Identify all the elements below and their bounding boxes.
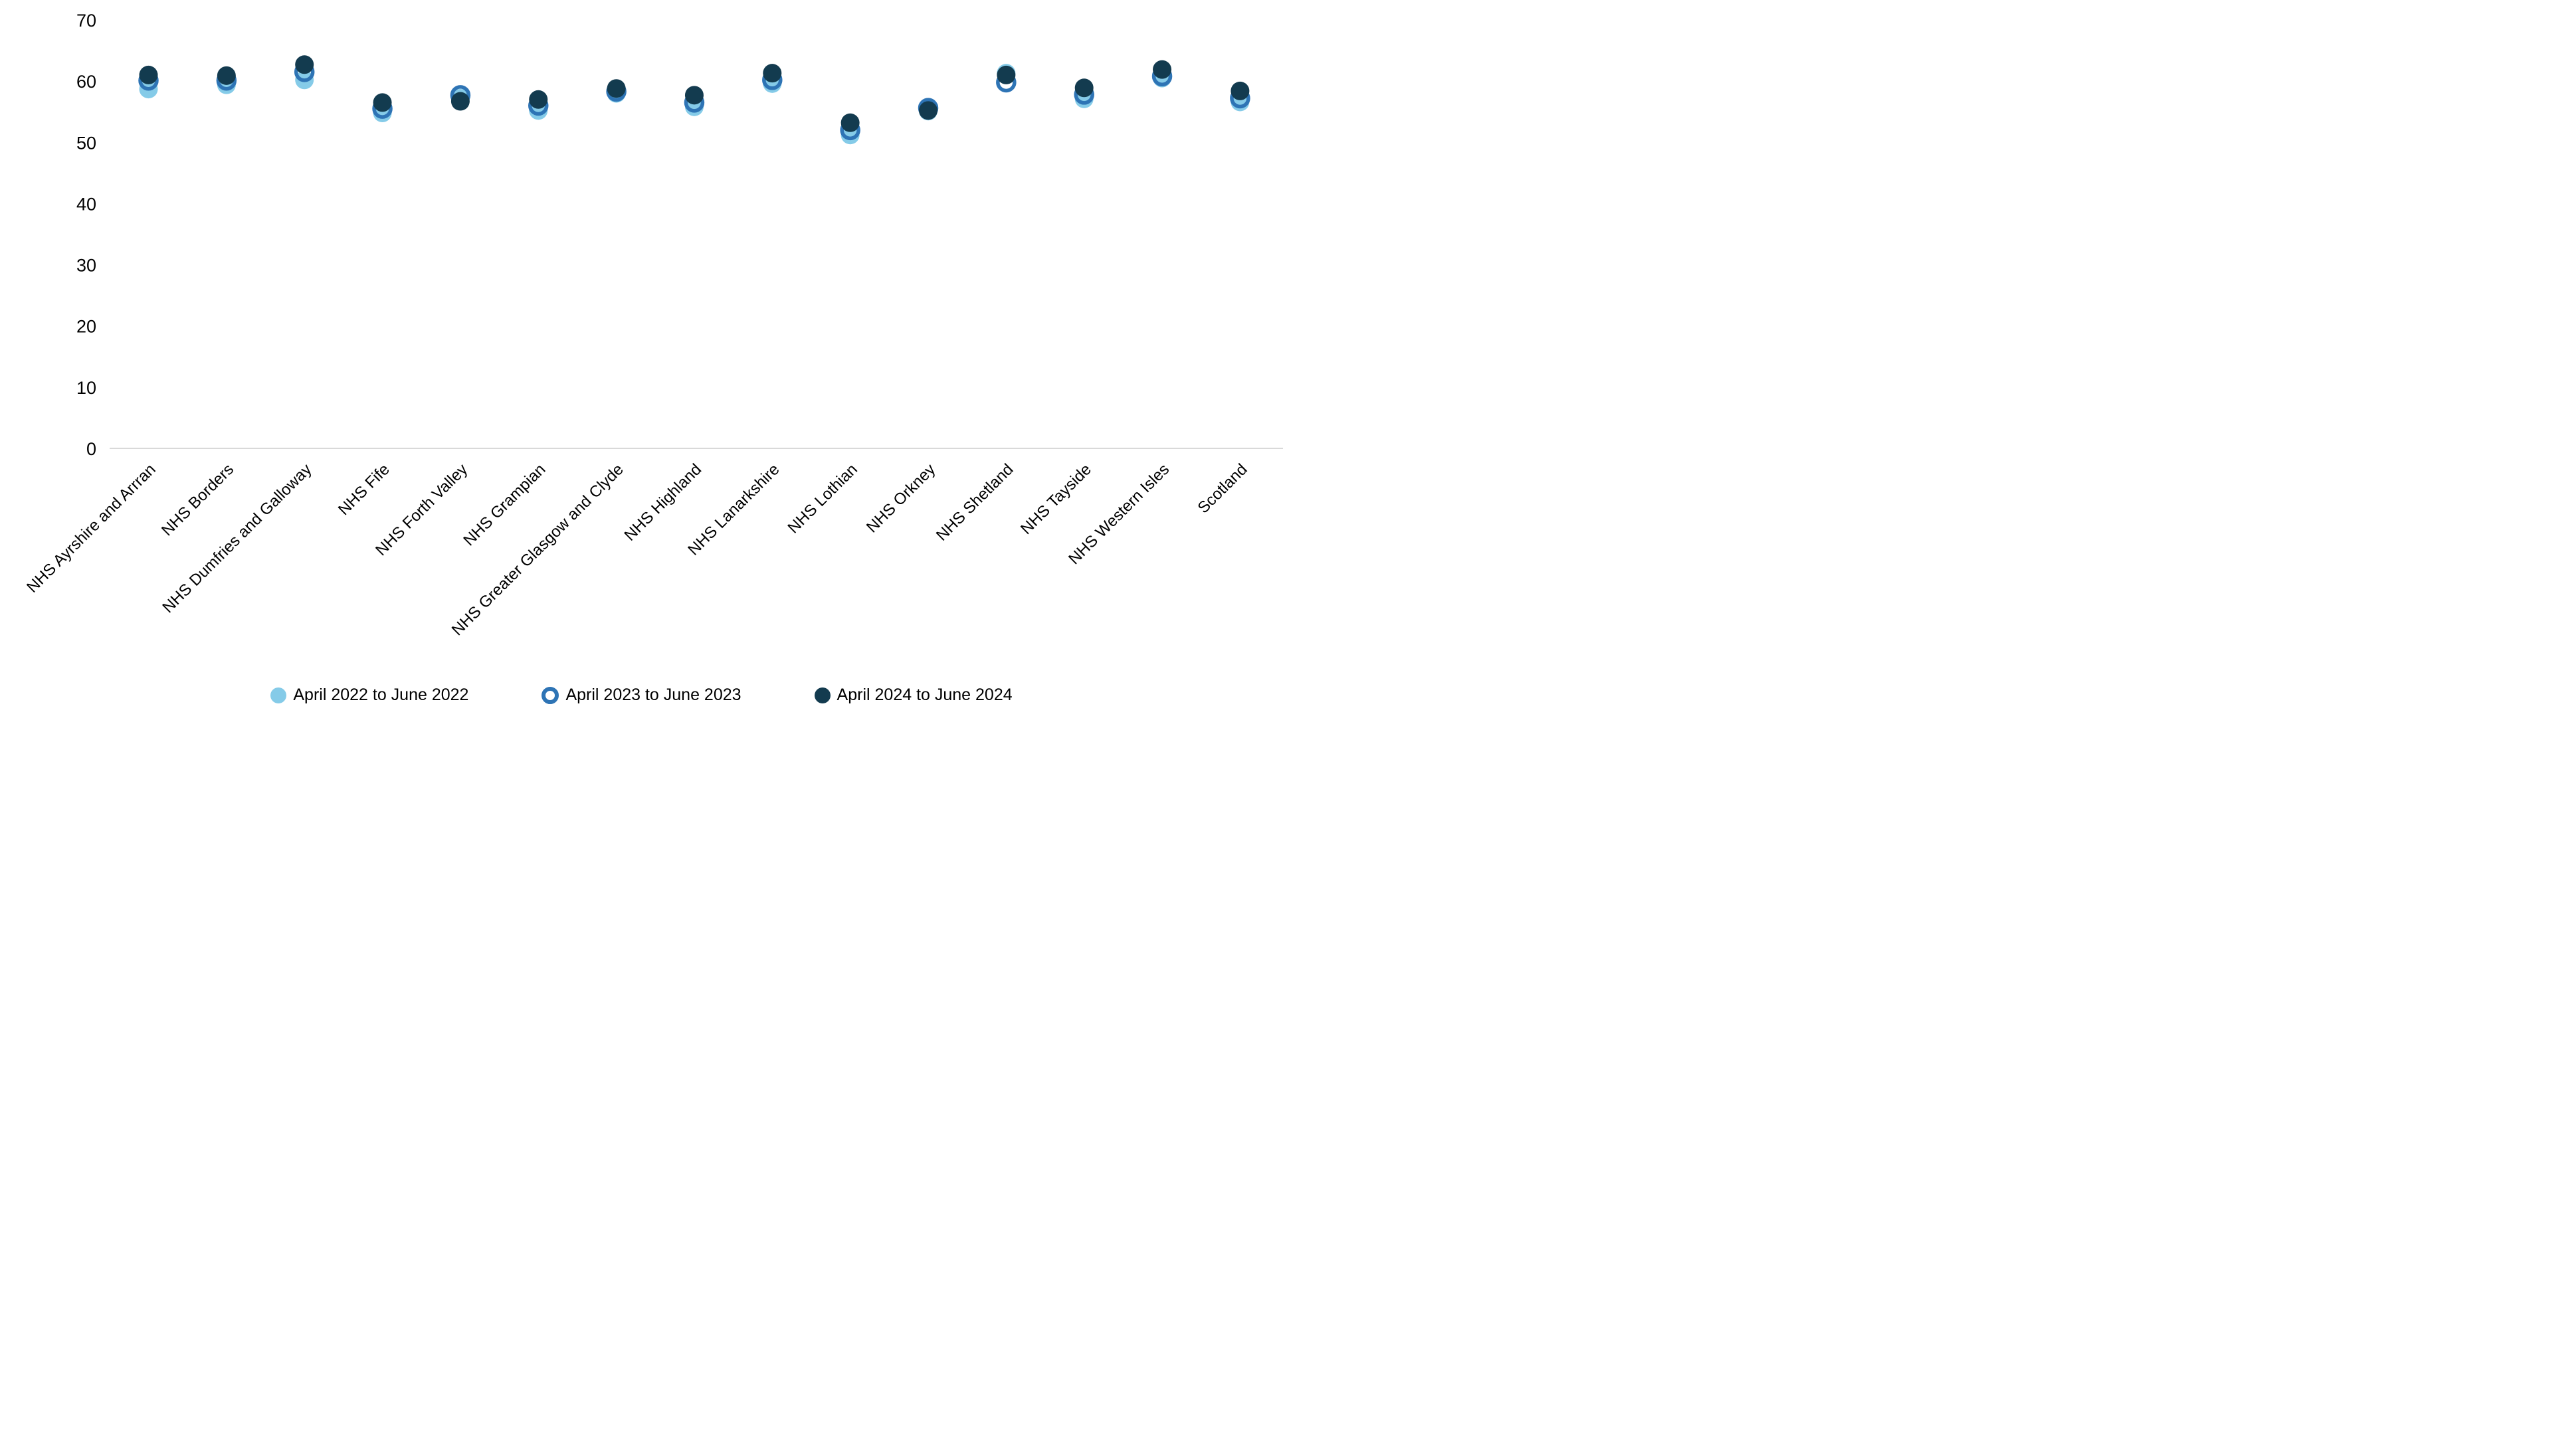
x-axis-label: NHS Orkney bbox=[863, 460, 939, 536]
x-axis-label: NHS Tayside bbox=[1017, 460, 1095, 538]
filled-circle-light-icon bbox=[270, 687, 287, 703]
legend: April 2022 to June 2022 April 2023 to Ju… bbox=[0, 685, 1283, 705]
data-point bbox=[684, 86, 704, 105]
x-axis-label: NHS Lothian bbox=[785, 460, 861, 537]
x-axis-label: NHS Shetland bbox=[933, 460, 1017, 545]
legend-item-2024: April 2024 to June 2024 bbox=[814, 685, 1013, 705]
y-axis-tick-label: 70 bbox=[76, 11, 96, 31]
data-point bbox=[217, 66, 236, 85]
legend-label-2023: April 2023 to June 2023 bbox=[565, 685, 741, 704]
data-point bbox=[1074, 78, 1094, 98]
x-axis-label: NHS Greater Glasgow and Clyde bbox=[448, 460, 627, 639]
y-axis-tick-label: 60 bbox=[76, 72, 96, 92]
data-point bbox=[607, 79, 626, 98]
legend-label-2022: April 2022 to June 2022 bbox=[293, 685, 469, 704]
y-axis-tick-label: 10 bbox=[76, 378, 96, 398]
x-axis-label: NHS Highland bbox=[621, 460, 706, 545]
data-point bbox=[1153, 60, 1172, 79]
legend-item-2022: April 2022 to June 2022 bbox=[270, 685, 468, 705]
data-point bbox=[763, 64, 782, 83]
x-axis-label: NHS Fife bbox=[335, 460, 393, 519]
data-point bbox=[997, 65, 1016, 84]
data-point bbox=[139, 65, 158, 84]
open-circle-icon bbox=[542, 686, 559, 704]
data-point bbox=[840, 113, 860, 132]
x-axis-label: NHS Ayrshire and Arrran bbox=[23, 460, 159, 596]
legend-label-2024: April 2024 to June 2024 bbox=[837, 685, 1013, 704]
filled-circle-dark-icon bbox=[814, 687, 831, 703]
y-axis-tick-label: 30 bbox=[76, 256, 96, 276]
legend-item-2023: April 2023 to June 2023 bbox=[542, 685, 741, 705]
data-point bbox=[919, 101, 938, 120]
x-axis-label: Scotland bbox=[1195, 460, 1251, 517]
x-axis-label: NHS Grampian bbox=[460, 460, 549, 549]
data-point bbox=[1231, 81, 1250, 100]
data-point bbox=[295, 55, 314, 74]
scatter-chart: 0 10 20 30 40 50 60 70 NHS Ayrshire and Arrran NH… bbox=[0, 0, 1283, 728]
data-point bbox=[373, 93, 392, 112]
y-axis-tick-label: 0 bbox=[86, 439, 96, 459]
x-axis-label: NHS Borders bbox=[158, 460, 237, 539]
y-axis-tick-label: 40 bbox=[76, 194, 96, 214]
y-axis-tick-label: 20 bbox=[76, 317, 96, 337]
data-point bbox=[450, 92, 470, 111]
data-point bbox=[529, 90, 548, 109]
y-axis-tick-label: 50 bbox=[76, 133, 96, 153]
x-axis-label: NHS Dumfries and Galloway bbox=[159, 460, 315, 616]
